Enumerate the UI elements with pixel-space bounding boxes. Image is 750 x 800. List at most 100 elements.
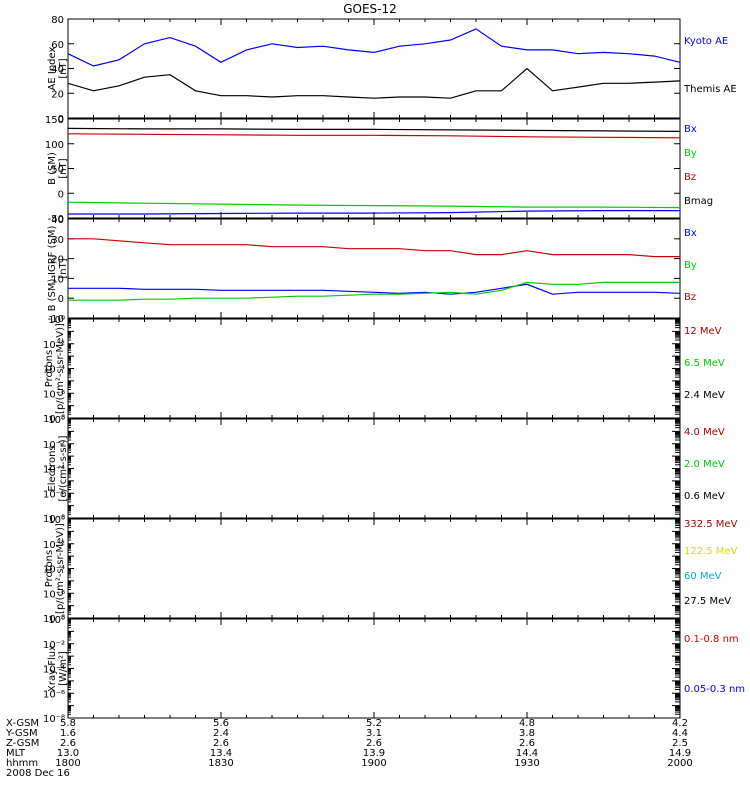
y-tick-label: 80 xyxy=(51,15,64,26)
y-tick-label: 10⁰ xyxy=(48,315,65,326)
y-tick-label: 10⁻⁶ xyxy=(43,489,65,500)
series-line-bmag xyxy=(67,127,681,132)
legend-entry: 122.5 MeV xyxy=(684,546,738,557)
y-axis-unit: [e/(cm²-s-sr)] xyxy=(58,435,69,501)
footer-value: 3.8 xyxy=(519,728,535,739)
y-tick-label: 10⁻⁸ xyxy=(43,714,65,725)
ephemeris-footer: X-GSM 5.8 5.6 5.2 4.8 4.2 Y-GSM 1.6 2.4 3.1 3.8 4.4… xyxy=(5,718,693,779)
y-axis-label: B (SM)-IGRF (SM) xyxy=(47,226,58,312)
footer-value: 2.4 xyxy=(213,728,229,739)
footer-row-label: MLT xyxy=(6,748,26,759)
y-tick-label: 10⁻⁴ xyxy=(43,665,65,676)
y-tick-label: 10⁻⁴ xyxy=(43,465,65,476)
y-tick-label: 10⁻⁸ xyxy=(43,614,65,625)
legend-entry: Themis AE xyxy=(683,84,737,95)
series-line-by xyxy=(67,201,681,209)
y-axis-unit: [nT] xyxy=(58,58,69,78)
y-tick-label: 10⁻² xyxy=(43,440,65,451)
y-tick-label: 20 xyxy=(51,255,64,266)
y-tick-label: 50 xyxy=(51,165,64,176)
y-tick-label: 10⁰ xyxy=(48,415,65,426)
legend-entry: 6.5 MeV xyxy=(684,358,725,369)
y-tick-label: 150 xyxy=(45,115,64,126)
y-tick-label: 10⁻⁶ xyxy=(43,689,65,700)
panel-frame xyxy=(67,218,681,319)
legend-entry: 332.5 MeV xyxy=(684,519,738,530)
y-tick-label: 10⁻⁴ xyxy=(43,565,65,576)
y-tick-label: -50 xyxy=(48,214,64,225)
y-tick-label: 10⁰ xyxy=(48,615,65,626)
y-axis-unit: [nT] xyxy=(58,158,69,178)
footer-value: 14.4 xyxy=(516,748,538,759)
y-tick-label: 100 xyxy=(45,140,64,151)
y-tick-label: 0 xyxy=(58,114,64,125)
y-tick-label: 10⁻⁶ xyxy=(43,389,65,400)
footer-value: 5.6 xyxy=(213,718,229,729)
footer-value: 2000 xyxy=(667,758,692,769)
footer-value: 1.6 xyxy=(60,728,76,739)
footer-value: 2.6 xyxy=(519,738,535,749)
series-line-bx xyxy=(68,283,681,295)
y-tick-label: 10⁻² xyxy=(43,540,65,551)
plot-title: GOES-12 xyxy=(343,2,397,16)
series-line-bx xyxy=(68,210,680,215)
legend-entry: By xyxy=(684,148,697,159)
footer-value: 4.4 xyxy=(672,728,688,739)
panel-frame xyxy=(67,518,681,619)
legend-entry: Bx xyxy=(684,124,697,135)
y-axis-label: Protons xyxy=(44,350,55,387)
footer-value: 14.9 xyxy=(669,748,691,759)
legend-entry: 4.0 MeV xyxy=(684,427,725,438)
footer-value: 4.2 xyxy=(672,718,688,729)
footer-value: 1830 xyxy=(208,758,233,769)
panel-3: B (SM)-IGRF (SM) [nT] Bx By Bz -10 0 10 20 30 40 xyxy=(47,215,697,325)
footer-row-label: Y-GSM xyxy=(5,728,38,739)
legend-entry: 2.4 MeV xyxy=(684,390,725,401)
footer-row-label: hhmm xyxy=(6,758,38,769)
y-tick-label: 0 xyxy=(58,189,64,200)
series-line-bz xyxy=(67,133,681,139)
y-tick-label: 10 xyxy=(51,274,64,285)
y-axis-label: Protons xyxy=(44,550,55,587)
legend-entry: By xyxy=(684,260,697,271)
legend-entry: 2.0 MeV xyxy=(684,459,725,470)
y-tick-label: 30 xyxy=(51,235,64,246)
footer-value: 13.9 xyxy=(363,748,385,759)
y-tick-label: 10⁰ xyxy=(48,515,65,526)
y-axis-unit: [W/m²] xyxy=(58,651,69,686)
footer-value: 5.8 xyxy=(60,718,76,729)
panel-frame xyxy=(67,418,681,519)
legend-entry: 0.6 MeV xyxy=(684,491,725,502)
panel-2: B (SM) [nT] Bx By Bz Bmag -50 0 50 100 150 xyxy=(45,115,713,225)
y-axis-unit: [nT] xyxy=(58,258,69,278)
y-tick-label: 10⁻⁶ xyxy=(43,589,65,600)
footer-value: 2.5 xyxy=(672,738,688,749)
footer-value: 1930 xyxy=(514,758,539,769)
y-tick-label: 10⁻⁴ xyxy=(43,365,65,376)
y-axis-label: B (SM) xyxy=(47,152,58,185)
panel-6: Protons [p/(cm²-s-sr-MeV)] 332.5 MeV 122.5 … xyxy=(43,515,738,625)
legend-entry: Bz xyxy=(684,292,696,303)
legend-entry: Bx xyxy=(684,228,697,239)
y-axis-label: AE Index xyxy=(47,46,58,90)
panel-frame xyxy=(67,318,681,419)
panel-frame xyxy=(67,18,681,119)
footer-value: 13.4 xyxy=(210,748,232,759)
panel-frame xyxy=(67,618,681,719)
footer-row-label: X-GSM xyxy=(6,718,39,729)
legend-entry: 0.1-0.8 nm xyxy=(684,634,739,645)
legend-entry: 60 MeV xyxy=(684,571,722,582)
panel-4: Protons [p/(cm²-s-sr-MeV)] 12 MeV 6.5 MeV 2.… xyxy=(43,315,725,425)
footer-value: 4.8 xyxy=(519,718,535,729)
y-axis-label: Xray Flux xyxy=(47,645,58,692)
footer-value: 2.6 xyxy=(60,738,76,749)
y-tick-label: -10 xyxy=(48,314,64,325)
series-line-bz xyxy=(68,238,680,258)
panel-5: Electrons [e/(cm²-s-sr)] 4.0 MeV 2.0 MeV 0.6… xyxy=(43,415,725,525)
footer-value: 1900 xyxy=(361,758,386,769)
y-tick-label: 40 xyxy=(51,65,64,76)
legend-entry: 12 MeV xyxy=(684,326,722,337)
y-tick-label: 40 xyxy=(51,215,64,226)
footer-date: 2008 Dec 16 xyxy=(6,768,70,779)
